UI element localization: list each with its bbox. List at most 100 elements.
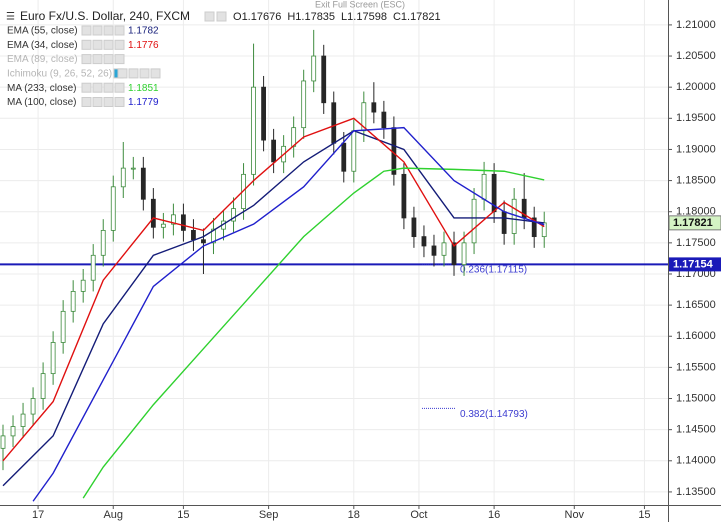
- icon[interactable]: [114, 39, 125, 50]
- candle-body: [251, 86, 256, 175]
- legend-entry[interactable]: EMA (34, close): [7, 40, 78, 51]
- icon[interactable]: [81, 25, 92, 36]
- icon[interactable]: [103, 25, 114, 36]
- candle-body: [20, 413, 26, 427]
- last-price-label: 1.17821: [673, 217, 713, 229]
- icon[interactable]: [92, 25, 103, 36]
- y-tick-label: 1.17500: [676, 237, 716, 249]
- candle-body: [170, 214, 176, 225]
- candle-body: [531, 217, 537, 238]
- candle-body: [321, 55, 327, 104]
- icon[interactable]: [139, 68, 150, 79]
- icon[interactable]: [204, 11, 215, 22]
- candle-body: [150, 198, 156, 228]
- icon[interactable]: [103, 54, 114, 65]
- icon[interactable]: [216, 11, 227, 22]
- candle-body: [441, 242, 447, 256]
- grid: [0, 0, 668, 505]
- exit-hint[interactable]: Exit Full Screen (ESC): [315, 0, 405, 9]
- price-label: 1.17154: [673, 258, 714, 270]
- y-tick-label: 1.16500: [676, 299, 716, 311]
- candle-body: [80, 279, 86, 292]
- candle-body: [301, 80, 307, 129]
- x-tick-label: 17: [32, 509, 44, 521]
- icon[interactable]: [150, 68, 161, 79]
- icon[interactable]: [114, 82, 125, 93]
- x-tick-label: Aug: [103, 509, 123, 521]
- icon[interactable]: [92, 97, 103, 107]
- y-tick-label: 1.20000: [676, 81, 716, 93]
- indicator-line: [32, 126, 545, 502]
- y-tick-label: 1.21000: [676, 19, 716, 31]
- candle-body: [201, 239, 206, 244]
- icon[interactable]: [114, 97, 125, 107]
- candle-body: [40, 373, 46, 399]
- y-tick-label: 1.20500: [676, 50, 716, 62]
- candle-body: [371, 102, 377, 113]
- y-tick-label: 1.18500: [676, 174, 716, 186]
- icon[interactable]: [114, 54, 125, 65]
- candle-body: [451, 242, 457, 266]
- icon[interactable]: [81, 82, 92, 93]
- candle-body: [431, 245, 437, 256]
- icon[interactable]: [103, 97, 114, 107]
- candle-body: [341, 142, 347, 172]
- legend-entry[interactable]: EMA (89, close): [7, 54, 78, 65]
- candle-body: [351, 130, 357, 172]
- legend-value: 1.1851: [128, 83, 159, 94]
- candle-body: [211, 228, 216, 244]
- icon[interactable]: [81, 97, 92, 107]
- candle-body: [160, 223, 166, 228]
- icon[interactable]: [128, 68, 139, 79]
- icon[interactable]: [103, 39, 114, 50]
- ohlc-key: L: [341, 11, 347, 23]
- icon[interactable]: [92, 39, 103, 50]
- candle-body: [271, 139, 277, 163]
- x-tick-label: Sep: [259, 509, 279, 521]
- icon[interactable]: [81, 54, 92, 65]
- menu-icon[interactable]: ☰: [6, 12, 15, 23]
- x-tick-label: Oct: [410, 509, 427, 521]
- y-tick-label: 1.18000: [676, 206, 716, 218]
- candle-body: [10, 426, 16, 437]
- candle-body: [411, 217, 417, 238]
- legend-entry[interactable]: MA (233, close): [7, 83, 76, 94]
- candle-body: [311, 55, 317, 82]
- ohlc-key: H: [287, 11, 295, 23]
- icon[interactable]: [81, 39, 92, 50]
- candle-body: [110, 186, 116, 231]
- icon[interactable]: [92, 82, 103, 93]
- ohlc-value: 1.17598: [347, 11, 387, 23]
- candle-body: [261, 86, 266, 141]
- candle-body: [291, 127, 297, 147]
- y-tick-label: 1.14000: [676, 455, 716, 467]
- price-label-box: [669, 257, 721, 272]
- candle-body: [130, 167, 136, 170]
- candle-body: [501, 211, 507, 234]
- candle-body: [331, 102, 337, 144]
- icon[interactable]: [92, 54, 103, 65]
- candle-body: [50, 342, 56, 375]
- indicator-line: [2, 117, 545, 462]
- legend-entry[interactable]: MA (100, close): [7, 97, 76, 108]
- candle-body: [481, 173, 487, 200]
- candle-body: [140, 167, 146, 200]
- legend-entry[interactable]: Ichimoku (9, 26, 52, 26): [7, 69, 112, 80]
- last-price-box: [668, 215, 721, 231]
- candle-body: [421, 236, 427, 247]
- icon[interactable]: [117, 68, 128, 79]
- y-tick-label: 1.15500: [676, 361, 716, 373]
- y-tick-label: 1.19500: [676, 112, 716, 124]
- candle-body: [181, 214, 186, 231]
- icon[interactable]: [114, 25, 125, 36]
- ohlc-value: 1.17821: [401, 11, 441, 23]
- candle-body: [90, 254, 96, 281]
- legend-entry[interactable]: EMA (55, close): [7, 26, 78, 37]
- y-tick-label: 1.15000: [676, 392, 716, 404]
- candle-body: [231, 208, 236, 222]
- x-tick-label: 18: [348, 509, 360, 521]
- x-tick-label: 16: [488, 509, 500, 521]
- chart-title: Euro Fx/U.S. Dollar, 240, FXCM: [20, 9, 190, 23]
- icon[interactable]: [103, 82, 114, 93]
